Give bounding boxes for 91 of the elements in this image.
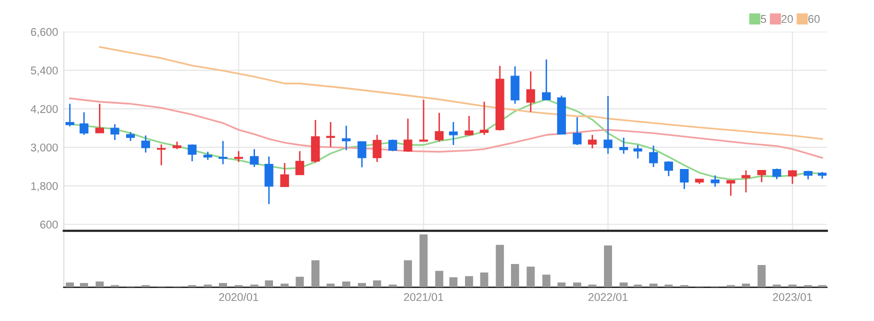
bar bbox=[96, 281, 104, 288]
candlestick bbox=[404, 118, 412, 152]
candlestick bbox=[280, 162, 290, 188]
candlestick bbox=[80, 112, 88, 136]
candlestick bbox=[434, 112, 444, 142]
candlestick bbox=[372, 134, 382, 163]
candlestick bbox=[588, 134, 597, 150]
bar bbox=[296, 276, 304, 288]
candlestick bbox=[649, 144, 658, 168]
bar bbox=[620, 282, 628, 288]
x-tick-label: 2021/01 bbox=[404, 292, 444, 302]
bar bbox=[66, 282, 74, 288]
candlestick bbox=[218, 140, 228, 165]
bar bbox=[420, 234, 428, 288]
bar bbox=[358, 283, 366, 288]
bar bbox=[264, 280, 273, 288]
candlestick bbox=[526, 70, 536, 113]
candlestick bbox=[788, 169, 797, 185]
candlestick bbox=[772, 168, 782, 180]
candlestick bbox=[295, 150, 304, 176]
candlestick bbox=[742, 170, 750, 194]
bar bbox=[280, 284, 289, 288]
candlestick bbox=[726, 180, 736, 196]
candlestick bbox=[572, 116, 582, 146]
candlestick bbox=[110, 123, 120, 141]
candlestick bbox=[633, 144, 642, 160]
candlestick bbox=[680, 168, 689, 190]
y-tick-label: 6,600 bbox=[31, 28, 58, 38]
bar bbox=[772, 284, 781, 288]
bar bbox=[742, 284, 750, 288]
candlestick bbox=[480, 101, 489, 136]
bar bbox=[404, 260, 412, 288]
bar bbox=[435, 270, 444, 288]
bar bbox=[80, 283, 88, 288]
bar bbox=[326, 284, 335, 288]
bar bbox=[788, 284, 796, 288]
bar bbox=[510, 264, 520, 288]
bar bbox=[373, 280, 382, 288]
bar bbox=[250, 284, 258, 288]
bar bbox=[649, 284, 658, 288]
bar bbox=[204, 284, 212, 288]
candlestick bbox=[326, 121, 335, 148]
candlestick bbox=[234, 150, 244, 163]
legend-label: 60 bbox=[808, 15, 820, 23]
bar bbox=[604, 245, 612, 288]
candlestick bbox=[65, 103, 74, 128]
bar bbox=[388, 284, 397, 288]
y-tick-label: 5,400 bbox=[30, 66, 58, 76]
y-tick-label: 4,200 bbox=[30, 105, 58, 114]
bar bbox=[218, 283, 228, 288]
x-tick-label: 2020/01 bbox=[219, 292, 258, 302]
candlestick bbox=[264, 156, 274, 205]
bar bbox=[311, 260, 320, 288]
bar bbox=[342, 281, 350, 288]
legend-label: 20 bbox=[782, 15, 793, 23]
x-tick-label: 2023/01 bbox=[772, 292, 812, 302]
candlestick bbox=[464, 115, 474, 136]
bar bbox=[496, 244, 504, 288]
bar bbox=[480, 272, 488, 288]
candlestick bbox=[448, 121, 458, 146]
candlestick bbox=[342, 125, 351, 151]
candlestick bbox=[757, 170, 766, 183]
y-tick-label: 3,000 bbox=[30, 144, 58, 153]
candlestick bbox=[619, 136, 628, 154]
candlestick bbox=[604, 95, 612, 154]
line-series bbox=[69, 98, 824, 159]
bar bbox=[634, 284, 642, 288]
candlestick bbox=[542, 58, 551, 102]
candlestick bbox=[419, 99, 428, 142]
candlestick bbox=[250, 148, 259, 168]
candlestick bbox=[710, 174, 720, 188]
candlestick bbox=[141, 134, 150, 154]
bar bbox=[465, 276, 474, 288]
bar bbox=[526, 266, 535, 288]
candlestick bbox=[664, 160, 674, 177]
y-tick-label: 600 bbox=[40, 220, 58, 229]
x-tick-label: 2022/01 bbox=[588, 292, 628, 302]
bar bbox=[557, 282, 566, 288]
candlestick bbox=[95, 103, 104, 134]
y-tick-label: 1,800 bbox=[31, 182, 58, 192]
line-series bbox=[98, 46, 824, 140]
bar bbox=[758, 265, 766, 288]
bar bbox=[449, 277, 458, 288]
legend-label: 5 bbox=[760, 15, 766, 23]
candlestick bbox=[188, 144, 197, 162]
candlestick bbox=[510, 66, 520, 104]
bar bbox=[573, 282, 582, 288]
bar bbox=[588, 284, 596, 288]
candlestick bbox=[358, 140, 366, 168]
bar bbox=[542, 274, 550, 288]
bar bbox=[664, 284, 673, 288]
